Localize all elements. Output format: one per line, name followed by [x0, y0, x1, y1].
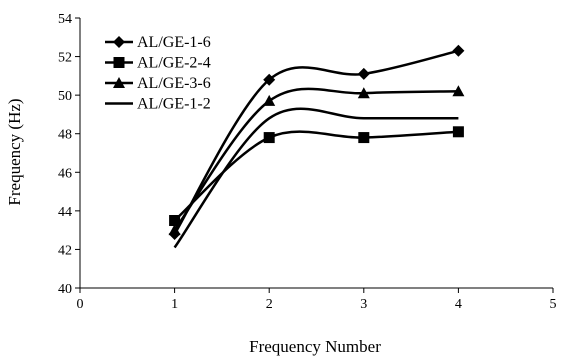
legend: AL/GE-1-6 AL/GE-2-4 AL/GE-3-6 AL/GE-1-2	[105, 34, 211, 113]
data-point-square	[263, 132, 275, 144]
legend-item: AL/GE-1-2	[105, 96, 211, 113]
series-line	[173, 107, 459, 249]
series-line	[173, 49, 459, 235]
legend-item: AL/GE-2-4	[105, 55, 211, 72]
y-tick-label: 44	[58, 205, 72, 220]
series-4	[173, 107, 459, 249]
axes: 0 1 2 3 4 5 40 42 44 46 48 50 52 54	[58, 12, 557, 312]
legend-label: AL/GE-2-4	[137, 55, 211, 72]
x-tick-label: 2	[266, 297, 273, 312]
data-point-diamond	[263, 73, 276, 86]
legend-marker	[113, 77, 125, 88]
data-point-square	[358, 132, 370, 144]
y-tick-label: 48	[58, 128, 72, 143]
y-tick-label: 46	[58, 166, 72, 181]
data-point-diamond	[357, 67, 370, 80]
series-3	[168, 85, 465, 236]
y-axis-title: Frequency (Hz)	[5, 98, 24, 205]
legend-item: AL/GE-1-6	[105, 34, 211, 51]
series-2	[169, 126, 464, 226]
y-tick-label: 40	[58, 282, 72, 297]
series-line	[173, 130, 459, 222]
y-tick-label: 54	[58, 12, 72, 27]
data-point-diamond	[452, 44, 465, 57]
x-axis-title: Frequency Number	[249, 337, 381, 356]
legend-label: AL/GE-1-2	[137, 96, 211, 113]
x-tick-label: 5	[550, 297, 557, 312]
legend-item: AL/GE-3-6	[105, 75, 211, 92]
series-line	[173, 87, 459, 231]
legend-marker	[113, 57, 125, 68]
x-tick-label: 3	[360, 297, 367, 312]
data-point-triangle	[452, 85, 465, 97]
y-tick-label: 52	[58, 51, 72, 66]
data-point-square	[452, 126, 464, 138]
x-tick-label: 0	[77, 297, 84, 312]
data-point-triangle	[263, 94, 276, 106]
legend-marker	[113, 36, 125, 48]
series-1	[168, 44, 465, 240]
x-tick-label: 4	[455, 297, 462, 312]
data-point-square	[169, 215, 181, 226]
legend-label: AL/GE-1-6	[137, 34, 211, 51]
x-tick-label: 1	[171, 297, 178, 312]
data-point-triangle	[357, 87, 370, 99]
y-tick-label: 50	[58, 89, 72, 104]
y-tick-label: 42	[58, 243, 72, 258]
data-point-triangle	[168, 224, 181, 236]
series-layer	[168, 44, 465, 249]
legend-label: AL/GE-3-6	[137, 75, 211, 92]
